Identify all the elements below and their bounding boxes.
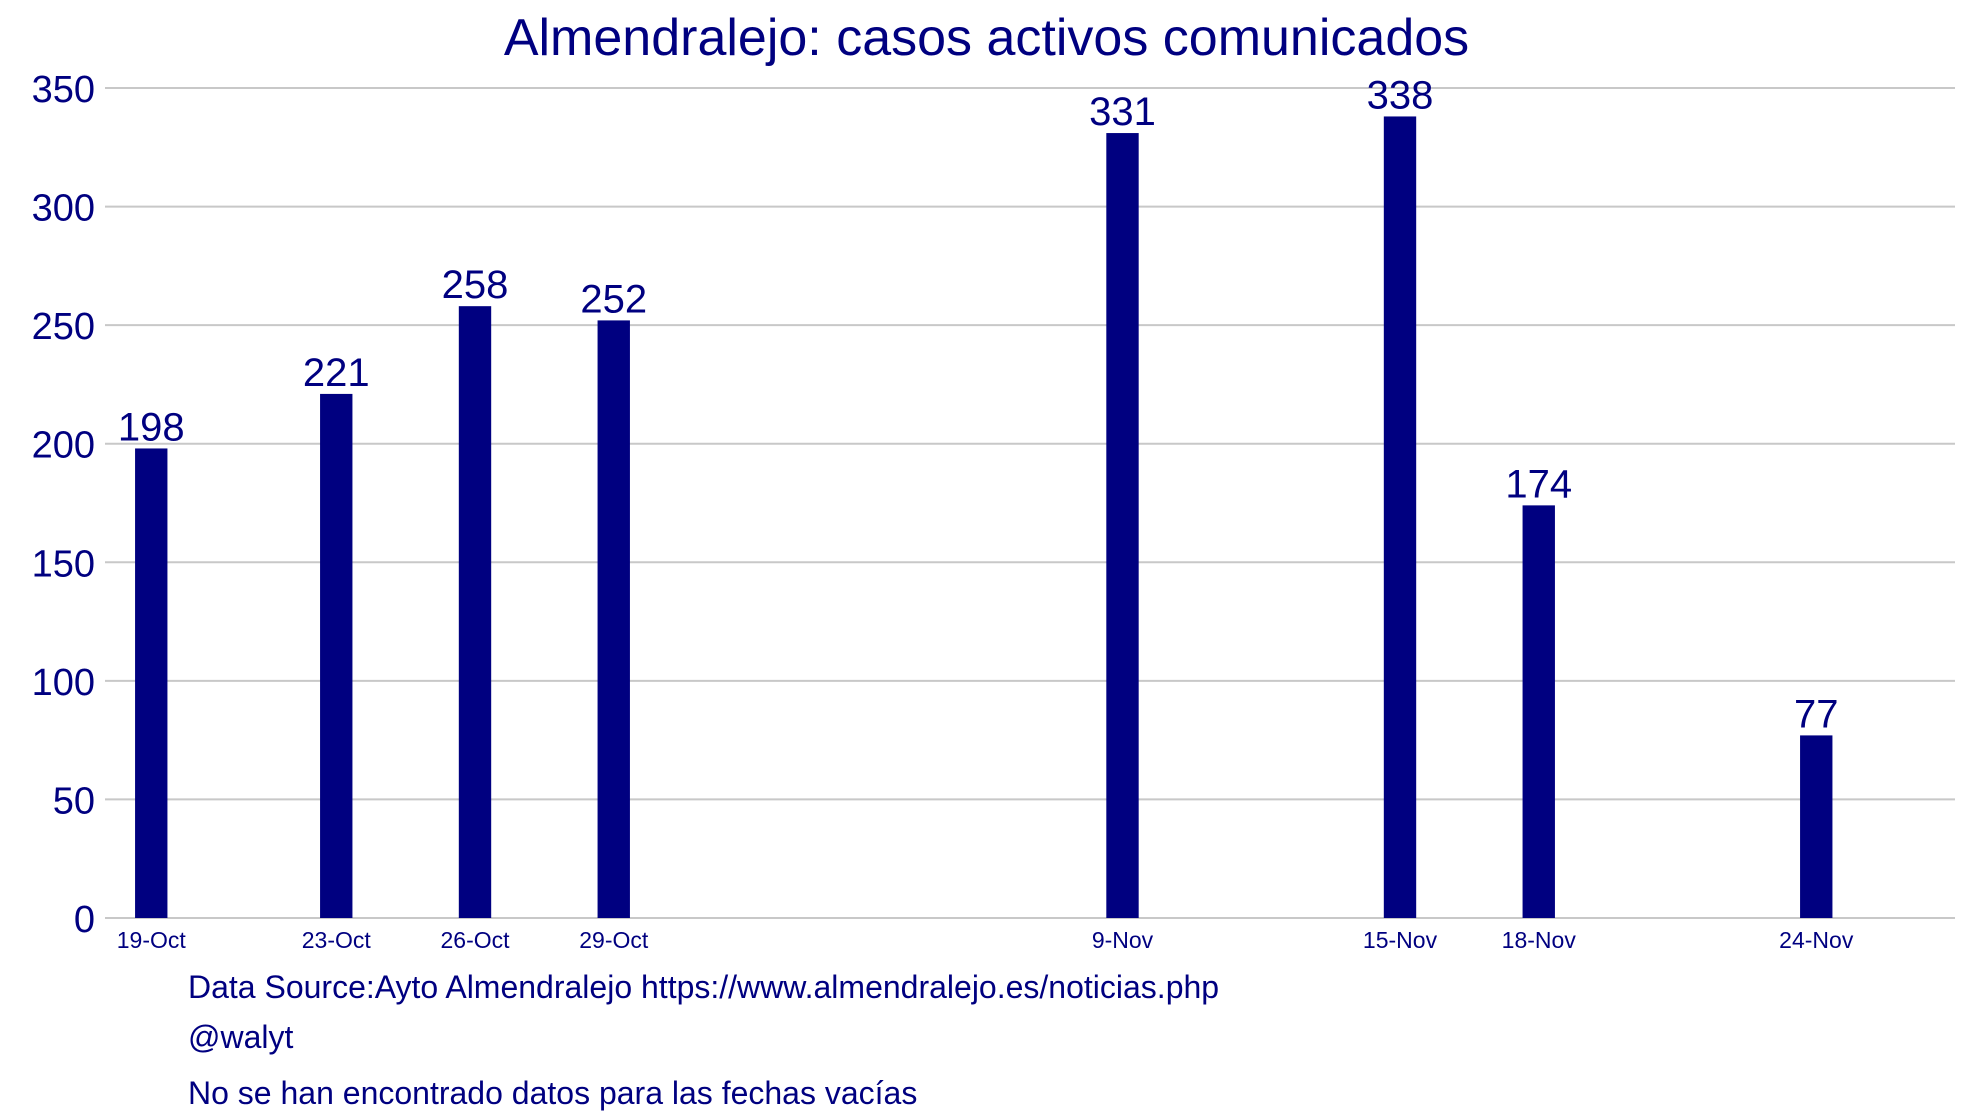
x-tick-label: 9-Nov — [1092, 927, 1154, 953]
bar — [1106, 133, 1139, 919]
bar-value-label: 252 — [580, 277, 647, 321]
bar — [1522, 505, 1555, 918]
x-tick-label: 24-Nov — [1779, 927, 1854, 953]
footer-notes: Data Source:Ayto Almendralejo https://ww… — [188, 962, 1219, 1118]
bar-value-label: 77 — [1794, 692, 1839, 736]
y-tick-label: 50 — [53, 780, 95, 822]
y-tick-label: 250 — [32, 306, 95, 348]
grid-lines — [105, 87, 1955, 919]
bar — [135, 448, 168, 918]
bar-value-label: 331 — [1089, 90, 1156, 134]
author-handle: @walyt — [188, 1019, 294, 1055]
x-tick-label: 26-Oct — [440, 927, 510, 953]
bar-value-label: 174 — [1505, 462, 1572, 506]
chart-title: Almendralejo: casos activos comunicados — [503, 9, 1470, 67]
data-source-note: Data Source:Ayto Almendralejo https://ww… — [188, 969, 1220, 1005]
y-tick-label: 100 — [32, 662, 95, 704]
bar — [1800, 735, 1833, 918]
bar — [320, 393, 353, 918]
x-tick-label: 29-Oct — [579, 927, 649, 953]
x-axis: 19-Oct 23-Oct 26-Oct 29-Oct 9-Nov 15-Nov 18-No… — [117, 927, 1854, 953]
bar — [597, 320, 630, 918]
x-tick-label: 23-Oct — [302, 927, 372, 953]
bar — [458, 306, 492, 919]
bar-value-label: 258 — [442, 263, 509, 307]
bar — [1383, 116, 1417, 918]
y-tick-label: 200 — [32, 425, 95, 467]
y-tick-label: 150 — [32, 543, 95, 585]
y-axis: 0 50 100 150 200 250 300 350 — [32, 69, 95, 941]
y-tick-label: 350 — [32, 69, 95, 111]
x-tick-label: 18-Nov — [1502, 927, 1577, 953]
bars: 198 221 258 252 331 338 174 77 — [118, 73, 1839, 919]
bar-value-label: 221 — [303, 351, 370, 395]
x-tick-label: 19-Oct — [117, 927, 187, 953]
y-tick-label: 300 — [32, 188, 95, 230]
x-tick-label: 15-Nov — [1363, 927, 1438, 953]
bar-value-label: 338 — [1367, 73, 1434, 117]
missing-data-note: No se han encontrado datos para las fech… — [188, 1075, 918, 1111]
y-tick-label: 0 — [74, 899, 95, 941]
bar-value-label: 198 — [118, 405, 185, 449]
bar-chart: 0 50 100 150 200 250 300 350 198 221 258 252 331 338… — [32, 69, 1955, 953]
